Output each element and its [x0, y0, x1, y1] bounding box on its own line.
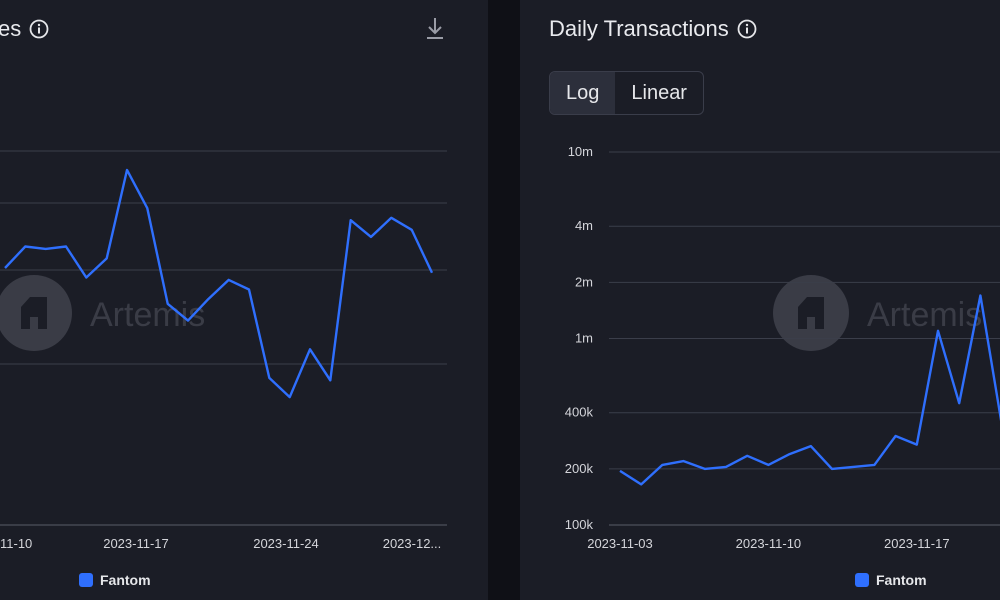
right-legend[interactable]: Fantom	[855, 572, 927, 588]
right-chart-title-row: Daily Transactions	[549, 16, 757, 42]
left-chart-panel: es Artemis 11-10 2023-11-17 2023-11-24 2023-…	[0, 0, 488, 600]
x-tick-label: 2023-11-03	[587, 536, 653, 551]
y-tick-label: 1m	[575, 331, 593, 346]
x-tick-label: 2023-12...	[383, 536, 442, 551]
left-chart-title: es	[0, 16, 22, 41]
legend-label: Fantom	[876, 572, 927, 588]
x-tick-label: 2023-11-17	[884, 536, 950, 551]
watermark-text: Artemis	[867, 296, 982, 334]
x-tick-label: 2023-11-10	[736, 536, 802, 551]
x-tick-label: 2023-11-17	[103, 536, 169, 551]
legend-swatch	[855, 573, 869, 587]
x-tick-label: 2023-11-24	[253, 536, 319, 551]
artemis-watermark-left: Artemis	[0, 275, 205, 351]
log-scale-button[interactable]: Log	[550, 72, 616, 114]
artemis-watermark-right: Artemis	[773, 275, 982, 351]
left-line-chart: Artemis 11-10 2023-11-17 2023-11-24 2023-12.…	[0, 150, 447, 551]
y-tick-label: 200k	[565, 461, 594, 476]
linear-scale-button[interactable]: Linear	[631, 82, 687, 104]
right-chart-title: Daily Transactions	[549, 16, 729, 41]
info-icon[interactable]	[737, 19, 757, 39]
y-tick-label: 10m	[568, 144, 593, 159]
y-tick-label: 4m	[575, 218, 593, 233]
series-line-fantom	[619, 294, 1000, 486]
y-tick-label: 400k	[565, 405, 594, 420]
x-tick-label: 11-10	[0, 536, 32, 551]
legend-swatch	[79, 573, 93, 587]
series-line-fantom	[4, 168, 434, 399]
watermark-text: Artemis	[90, 296, 205, 334]
y-tick-label: 2m	[575, 274, 593, 289]
left-chart-title-row: es	[0, 16, 49, 42]
left-legend[interactable]: Fantom	[79, 572, 151, 588]
scale-toggle: Log Linear	[549, 71, 704, 115]
download-icon[interactable]	[424, 16, 446, 42]
legend-label: Fantom	[100, 572, 151, 588]
right-line-chart: Artemis 100k 200k 400k 1m 2m 4m 10m 2023-11-03 20…	[565, 144, 1000, 551]
info-icon[interactable]	[29, 19, 49, 39]
right-chart-panel: Daily Transactions Log Linear Artemis 100…	[520, 0, 1000, 600]
y-tick-label: 100k	[565, 517, 594, 532]
